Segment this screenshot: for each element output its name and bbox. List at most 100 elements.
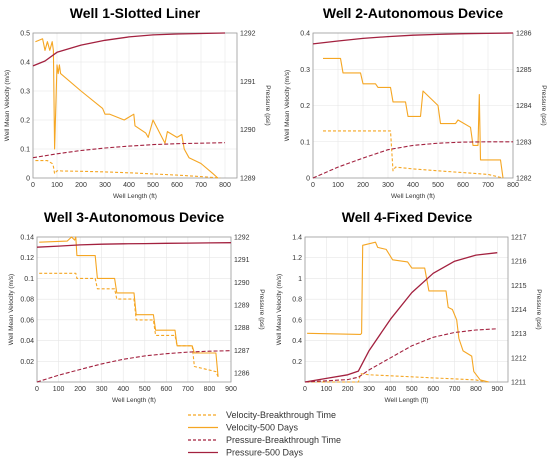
x-axis-label: Well Length (ft) (391, 193, 435, 200)
y2-tick-label: 1291 (240, 79, 256, 86)
x-tick-label: 100 (53, 386, 65, 393)
x-tick-label: 300 (99, 182, 111, 189)
x-tick-label: 600 (457, 182, 469, 189)
y2-tick-label: 1284 (516, 103, 532, 110)
x-tick-label: 200 (342, 386, 354, 393)
chart-title: Well 2-Autonomous Device (323, 5, 503, 21)
x-tick-label: 400 (407, 182, 419, 189)
x-tick-label: 800 (219, 182, 231, 189)
y2-tick-label: 1290 (240, 127, 256, 134)
y-tick-label: 0 (306, 176, 310, 183)
y2-tick-label: 1289 (240, 176, 256, 183)
x-tick-label: 100 (321, 386, 333, 393)
series-line-vel-bt (323, 130, 504, 179)
x-tick-label: 500 (432, 182, 444, 189)
y-tick-label: 0.2 (292, 359, 302, 366)
legend-label: Velocity-Breakthrough Time (226, 410, 336, 420)
x-tick-label: 700 (449, 386, 461, 393)
legend-label: Pressure-500 Days (226, 448, 304, 458)
y-axis-label: Well Mean Velocity (m/s) (8, 274, 15, 345)
y2-tick-label: 1286 (234, 370, 250, 377)
y-tick-label: 0.2 (20, 118, 30, 125)
series-line-pr-500 (312, 32, 514, 45)
y-tick-label: 0.3 (300, 67, 310, 74)
chart-panel-1: Well 1-Slotted Liner 0 100 200 300 400 500 600 7… (4, 5, 271, 200)
y-tick-label: 0.4 (300, 31, 310, 38)
y-tick-label: 1.4 (292, 235, 302, 242)
chart-title: Well 4-Fixed Device (342, 209, 473, 225)
x-tick-label: 700 (182, 386, 194, 393)
x-tick-label: 0 (35, 386, 39, 393)
chart-panel-2: Well 2-Autonomous Device 0 100 200 300 400 500… (284, 5, 547, 200)
y2-tick-label: 1287 (234, 348, 250, 355)
plot-frame (32, 32, 238, 179)
y2-tick-label: 1216 (511, 259, 527, 266)
y-tick-label: 0.08 (20, 297, 34, 304)
series-line-vel-bt (307, 373, 487, 383)
y-tick-label: 0.6 (292, 317, 302, 324)
y2-tick-label: 1286 (516, 31, 532, 38)
series-line-pr-bt (312, 141, 513, 179)
y2-tick-label: 1291 (234, 257, 250, 264)
y2-axis-label: Pressure (psi) (258, 289, 265, 329)
y2-tick-label: 1283 (516, 139, 532, 146)
x-tick-label: 900 (225, 386, 237, 393)
series-line-pr-bt (36, 350, 232, 383)
x-tick-label: 300 (363, 386, 375, 393)
x-axis-label: Well Length (ft) (112, 397, 156, 404)
x-tick-label: 400 (117, 386, 129, 393)
x-tick-label: 800 (507, 182, 519, 189)
chart-title: Well 3-Autonomous Device (44, 209, 224, 225)
y-axis-label: Well Mean Velocity (m/s) (284, 70, 291, 141)
y2-tick-label: 1211 (511, 380, 526, 387)
y2-tick-label: 1215 (511, 283, 527, 290)
y-tick-label: 0.4 (292, 338, 302, 345)
y2-tick-label: 1214 (511, 307, 527, 314)
x-tick-label: 500 (406, 386, 418, 393)
x-tick-label: 0 (303, 386, 307, 393)
series-line-vel-500 (323, 57, 504, 179)
y-tick-label: 0.02 (20, 359, 34, 366)
y-tick-label: 0.8 (292, 297, 302, 304)
y2-tick-label: 1290 (234, 280, 250, 287)
x-tick-label: 400 (385, 386, 397, 393)
y-tick-label: 0.14 (20, 235, 34, 242)
y2-tick-label: 1288 (234, 325, 250, 332)
y2-axis-label: Pressure (psi) (264, 85, 271, 125)
x-tick-label: 100 (332, 182, 344, 189)
y2-tick-label: 1212 (511, 355, 527, 362)
plot-frame (36, 236, 232, 383)
x-tick-label: 100 (51, 182, 63, 189)
x-tick-label: 500 (139, 386, 151, 393)
y-tick-label: 0.1 (20, 147, 30, 154)
x-tick-label: 800 (204, 386, 216, 393)
y2-tick-label: 1217 (511, 235, 527, 242)
y2-tick-label: 1292 (234, 235, 250, 242)
series-line-pr-bt (32, 142, 226, 159)
x-tick-label: 700 (482, 182, 494, 189)
y2-tick-label: 1292 (240, 31, 256, 38)
x-tick-label: 200 (75, 182, 87, 189)
x-tick-label: 800 (470, 386, 482, 393)
y-tick-label: 0.5 (20, 31, 30, 38)
legend-label: Velocity-500 Days (226, 423, 299, 433)
y-tick-label: 0.06 (20, 317, 34, 324)
x-tick-label: 400 (123, 182, 135, 189)
y-tick-label: 0.1 (300, 139, 310, 146)
series-line-pr-500 (36, 242, 232, 248)
legend-label: Pressure-Breakthrough Time (226, 435, 341, 445)
x-tick-label: 600 (160, 386, 172, 393)
series-line-vel-500 (39, 236, 219, 377)
y-tick-label: 0.12 (20, 255, 34, 262)
x-tick-label: 300 (382, 182, 394, 189)
y2-axis-label: Pressure (psi) (535, 289, 542, 329)
x-axis-label: Well Length (ft) (113, 193, 157, 200)
series-line-vel-500 (35, 38, 219, 179)
x-tick-label: 0 (311, 182, 315, 189)
series-line-vel-bt (35, 160, 221, 179)
x-tick-label: 500 (147, 182, 159, 189)
y2-tick-label: 1213 (511, 331, 527, 338)
y-axis-label: Well Mean Velocity (m/s) (4, 70, 11, 141)
series-line-pr-500 (304, 252, 498, 383)
